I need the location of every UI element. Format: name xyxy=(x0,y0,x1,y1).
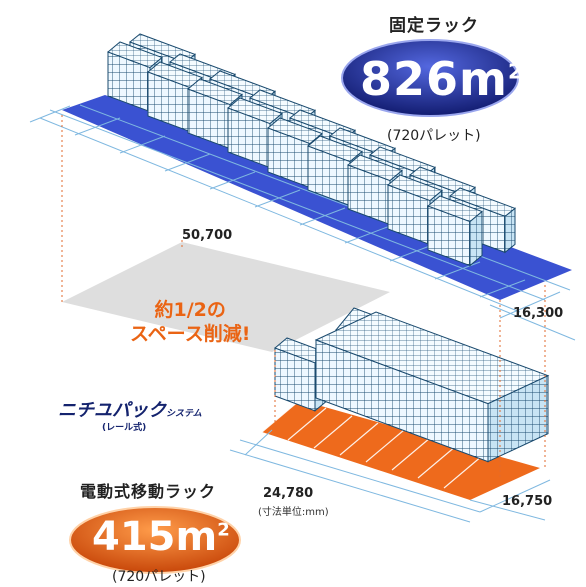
fixed-rack-units xyxy=(107,33,517,267)
mobile-rack-title: 電動式移動ラック xyxy=(80,482,217,501)
callout-line-2: スペース削減! xyxy=(130,323,251,345)
fixed-depth-dimension: 16,300 xyxy=(513,306,564,321)
fixed-rack-title: 固定ラック xyxy=(389,16,479,36)
fixed-area-badge xyxy=(341,39,519,117)
brand-sub: (レール式) xyxy=(102,423,147,433)
fixed-rack-front-9 xyxy=(427,195,483,267)
fixed-pallet-count: (720パレット) xyxy=(387,128,481,144)
mobile-area-badge xyxy=(69,506,241,574)
reduced-space-area xyxy=(62,242,390,352)
reduction-callout: 約1/2の スペース削減! xyxy=(130,298,250,346)
projection-lines xyxy=(61,115,546,480)
mobile-floor-stripes xyxy=(261,399,483,489)
mobile-pallet-count: (720パレット) xyxy=(112,569,206,585)
brand-system: システム xyxy=(166,409,202,419)
fixed-length-dimension: 50,700 xyxy=(182,228,233,243)
mobile-rack-main xyxy=(314,311,550,463)
unit-note: (寸法単位:mm) xyxy=(258,507,329,518)
brand-name: ニチユパック xyxy=(58,400,166,421)
mobile-rack-units xyxy=(274,307,550,463)
mobile-area-value: 415m2 xyxy=(92,514,230,560)
mobile-rack-floor xyxy=(262,400,540,500)
fixed-area-value: 826m2 xyxy=(360,52,524,106)
mobile-depth-dimension: 16,750 xyxy=(502,494,553,509)
mobile-length-dimension: 24,780 xyxy=(263,486,314,501)
mobile-floor-grid xyxy=(229,429,551,523)
callout-line-1: 約1/2の xyxy=(154,299,226,321)
brand-logo: ニチユパックシステム xyxy=(58,396,202,422)
